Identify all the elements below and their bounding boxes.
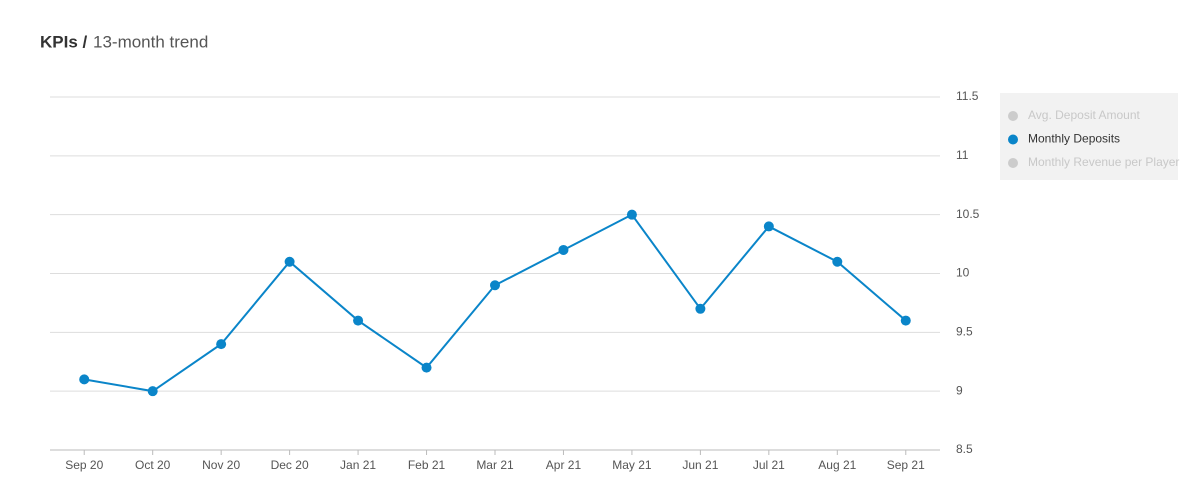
point bbox=[900, 315, 911, 326]
legend-label[interactable]: Monthly Revenue per Player bbox=[1028, 155, 1179, 169]
legend-label[interactable]: Monthly Deposits bbox=[1028, 132, 1120, 146]
point bbox=[695, 303, 706, 314]
legend-marker[interactable] bbox=[1008, 134, 1018, 145]
legend-marker[interactable] bbox=[1008, 158, 1018, 168]
y-tick-label: 11 bbox=[956, 148, 969, 162]
y-tick-label: 10.5 bbox=[956, 207, 980, 221]
point bbox=[147, 386, 158, 397]
legend-marker[interactable] bbox=[1008, 111, 1018, 121]
point bbox=[490, 280, 500, 291]
legend-label[interactable]: Avg. Deposit Amount bbox=[1028, 108, 1141, 122]
point bbox=[284, 256, 295, 267]
x-tick-label: May 21 bbox=[612, 458, 652, 472]
point bbox=[216, 339, 227, 350]
x-tick-label: Sep 20 bbox=[65, 458, 103, 472]
x-tick-label: Apr 21 bbox=[546, 458, 582, 472]
x-tick-label: Jul 21 bbox=[753, 458, 785, 472]
point bbox=[832, 256, 843, 267]
line bbox=[84, 213, 907, 393]
y-tick-label: 11.5 bbox=[956, 89, 979, 103]
point bbox=[763, 221, 774, 232]
legend-box bbox=[1000, 93, 1178, 180]
x-tick-label: Mar 21 bbox=[476, 458, 514, 472]
y-tick-label: 10 bbox=[956, 266, 970, 280]
point bbox=[353, 315, 364, 326]
x-tick-label: Feb 21 bbox=[408, 458, 446, 472]
x-tick-label: Jun 21 bbox=[682, 458, 718, 472]
point bbox=[79, 374, 90, 385]
y-tick-label: 8.5 bbox=[956, 442, 973, 456]
chart-subtitle: 13-month trend bbox=[93, 32, 208, 51]
point bbox=[421, 362, 432, 373]
x-tick-label: Nov 20 bbox=[202, 458, 240, 472]
x-tick-label: Jan 21 bbox=[340, 458, 376, 472]
point bbox=[626, 209, 637, 220]
x-tick-label: Oct 20 bbox=[135, 458, 171, 472]
chart-title: KPIs / bbox=[40, 32, 88, 51]
y-tick-label: 9.5 bbox=[956, 325, 973, 339]
point bbox=[558, 244, 569, 255]
x-tick-label: Dec 20 bbox=[271, 458, 309, 472]
x-tick-label: Sep 21 bbox=[887, 458, 925, 472]
x-tick-label: Aug 21 bbox=[818, 458, 856, 472]
y-tick-label: 9 bbox=[956, 383, 963, 397]
